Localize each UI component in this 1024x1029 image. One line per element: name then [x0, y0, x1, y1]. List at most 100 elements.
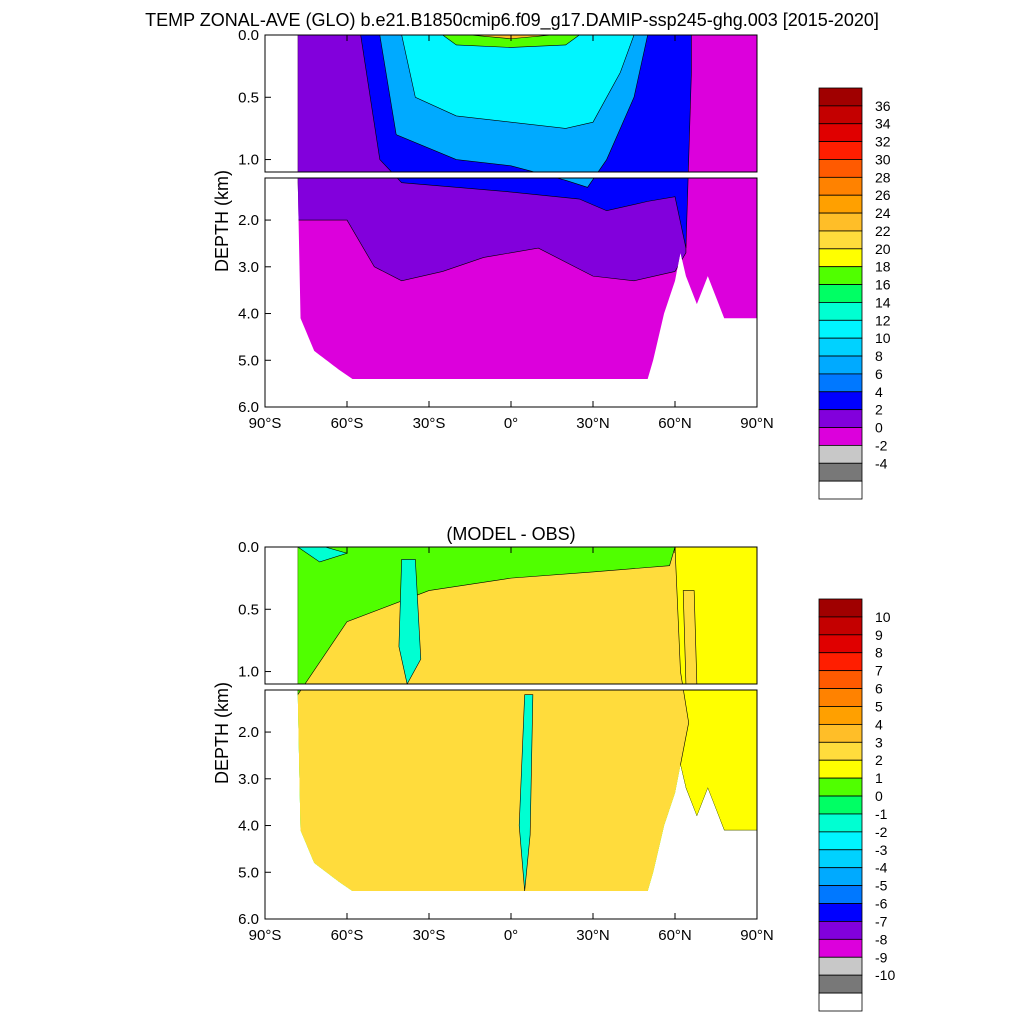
x-tick-label: 0°	[504, 927, 518, 944]
colorbar-label: 1	[875, 770, 883, 786]
band-14	[401, 35, 635, 129]
y-tick-label: 1.0	[238, 664, 259, 681]
colorbar-swatch	[818, 938, 863, 958]
y-axis-label: DEPTH (km)	[212, 682, 232, 784]
colorbar-swatch	[818, 230, 863, 250]
colorbar-label: 26	[875, 187, 891, 203]
colorbar-swatch	[818, 480, 863, 500]
contour-bands	[297, 547, 757, 891]
colorbar-swatch	[818, 141, 863, 160]
y-tick-label: 3.0	[238, 259, 259, 276]
colorbar-label: 2	[875, 752, 883, 768]
colorbar-swatch	[818, 266, 863, 285]
y-tick-label: 6.0	[238, 911, 259, 928]
colorbar-swatch	[818, 248, 863, 268]
colorbar-swatch	[818, 462, 863, 482]
colorbar-label: 10	[875, 330, 891, 346]
x-tick-label: 60°S	[331, 415, 364, 432]
y-tick-label: 0.0	[238, 539, 259, 556]
colorbar-label: 10	[875, 609, 891, 625]
colorbar-swatch	[818, 974, 863, 994]
band-neg0-5-south	[297, 547, 349, 563]
colorbar-label: -4	[875, 455, 888, 471]
colorbar-label: 36	[875, 98, 891, 114]
colorbar-label: 0	[875, 788, 883, 804]
colorbar-swatch	[818, 921, 863, 940]
colorbar-label: -3	[875, 842, 888, 858]
colorbar-label: 2	[875, 402, 883, 418]
x-tick-label: 90°S	[249, 927, 282, 944]
colorbar-swatch	[818, 123, 863, 143]
y-tick-label: 4.0	[238, 306, 259, 323]
colorbar-swatch	[818, 956, 863, 976]
band-20	[441, 35, 581, 48]
x-tick-label: 90°S	[249, 415, 282, 432]
colorbar-label: 34	[875, 116, 891, 132]
colorbar-swatch	[818, 885, 863, 904]
colorbar-swatch	[818, 831, 863, 851]
colorbar-label: 8	[875, 645, 883, 661]
y-tick-label: 0.0	[238, 27, 259, 44]
colorbar-label: 0	[875, 420, 883, 436]
colorbar-swatch	[818, 373, 863, 393]
y-tick-label: 3.0	[238, 771, 259, 788]
y-tick-label: 0.5	[238, 601, 259, 618]
colorbar-swatch	[818, 105, 863, 125]
chart-2: (MODEL - OBS)0.00.51.02.03.04.05.06.090°…	[212, 524, 895, 1012]
x-tick-label: 0°	[504, 415, 518, 432]
y-tick-label: 0.5	[238, 89, 259, 106]
colorbar-swatch	[818, 212, 863, 232]
colorbar-label: 6	[875, 681, 883, 697]
colorbar-swatch	[818, 337, 863, 357]
band-3-5	[682, 590, 698, 685]
x-tick-label: 90°N	[740, 927, 774, 944]
chart-title: (MODEL - OBS)	[446, 524, 575, 544]
colorbar-label: 14	[875, 294, 891, 310]
chart-1: 0.0 0.5 1.0 2.0 3.0 4.0 5.0 6.090°S 60°S 30°S 0° 30…	[212, 27, 891, 500]
colorbar-swatch	[818, 634, 863, 654]
colorbar-swatch	[818, 723, 863, 743]
colorbar-label: 28	[875, 169, 891, 185]
colorbar-swatch	[818, 706, 863, 725]
colorbar-label: -7	[875, 913, 888, 929]
colorbar-swatch	[818, 795, 863, 815]
colorbar-label: 7	[875, 663, 883, 679]
y-tick-label: 1.0	[238, 152, 259, 169]
colorbar-swatch	[818, 427, 863, 446]
colorbar-label: 18	[875, 259, 891, 275]
y-axis-label: DEPTH (km)	[212, 170, 232, 272]
colorbar-swatch	[818, 992, 863, 1012]
colorbar-swatch	[818, 319, 863, 339]
x-tick-label: 60°N	[658, 927, 692, 944]
x-tick-label: 60°N	[658, 415, 692, 432]
colorbar-label: -6	[875, 896, 888, 912]
colorbar-swatch	[818, 670, 863, 689]
colorbar-swatch	[818, 159, 863, 178]
band-neg0-5-35s	[398, 559, 422, 685]
y-tick-label: 2.0	[238, 212, 259, 229]
colorbar-swatch	[818, 867, 863, 887]
y-tick-label: 6.0	[238, 399, 259, 416]
colorbar-label: 4	[875, 384, 883, 400]
colorbar-label: 20	[875, 241, 891, 257]
panel-gap	[264, 172, 758, 178]
colorbar-label: 12	[875, 312, 891, 328]
y-tick-label: 4.0	[238, 818, 259, 835]
colorbar-swatch	[818, 903, 863, 922]
y-tick-label: 5.0	[238, 864, 259, 881]
x-tick-label: 30°N	[576, 415, 610, 432]
band-1-5	[297, 547, 676, 696]
colorbar-swatch	[818, 444, 863, 464]
colorbar-label: -5	[875, 878, 888, 894]
colorbar-label: 22	[875, 223, 891, 239]
x-tick-label: 30°N	[576, 927, 610, 944]
band-neg0-5-eq	[518, 694, 534, 891]
colorbar-swatch	[818, 284, 863, 303]
colorbar-label: 5	[875, 698, 883, 714]
colorbar-label: -2	[875, 824, 888, 840]
colorbar-swatch	[818, 849, 863, 869]
